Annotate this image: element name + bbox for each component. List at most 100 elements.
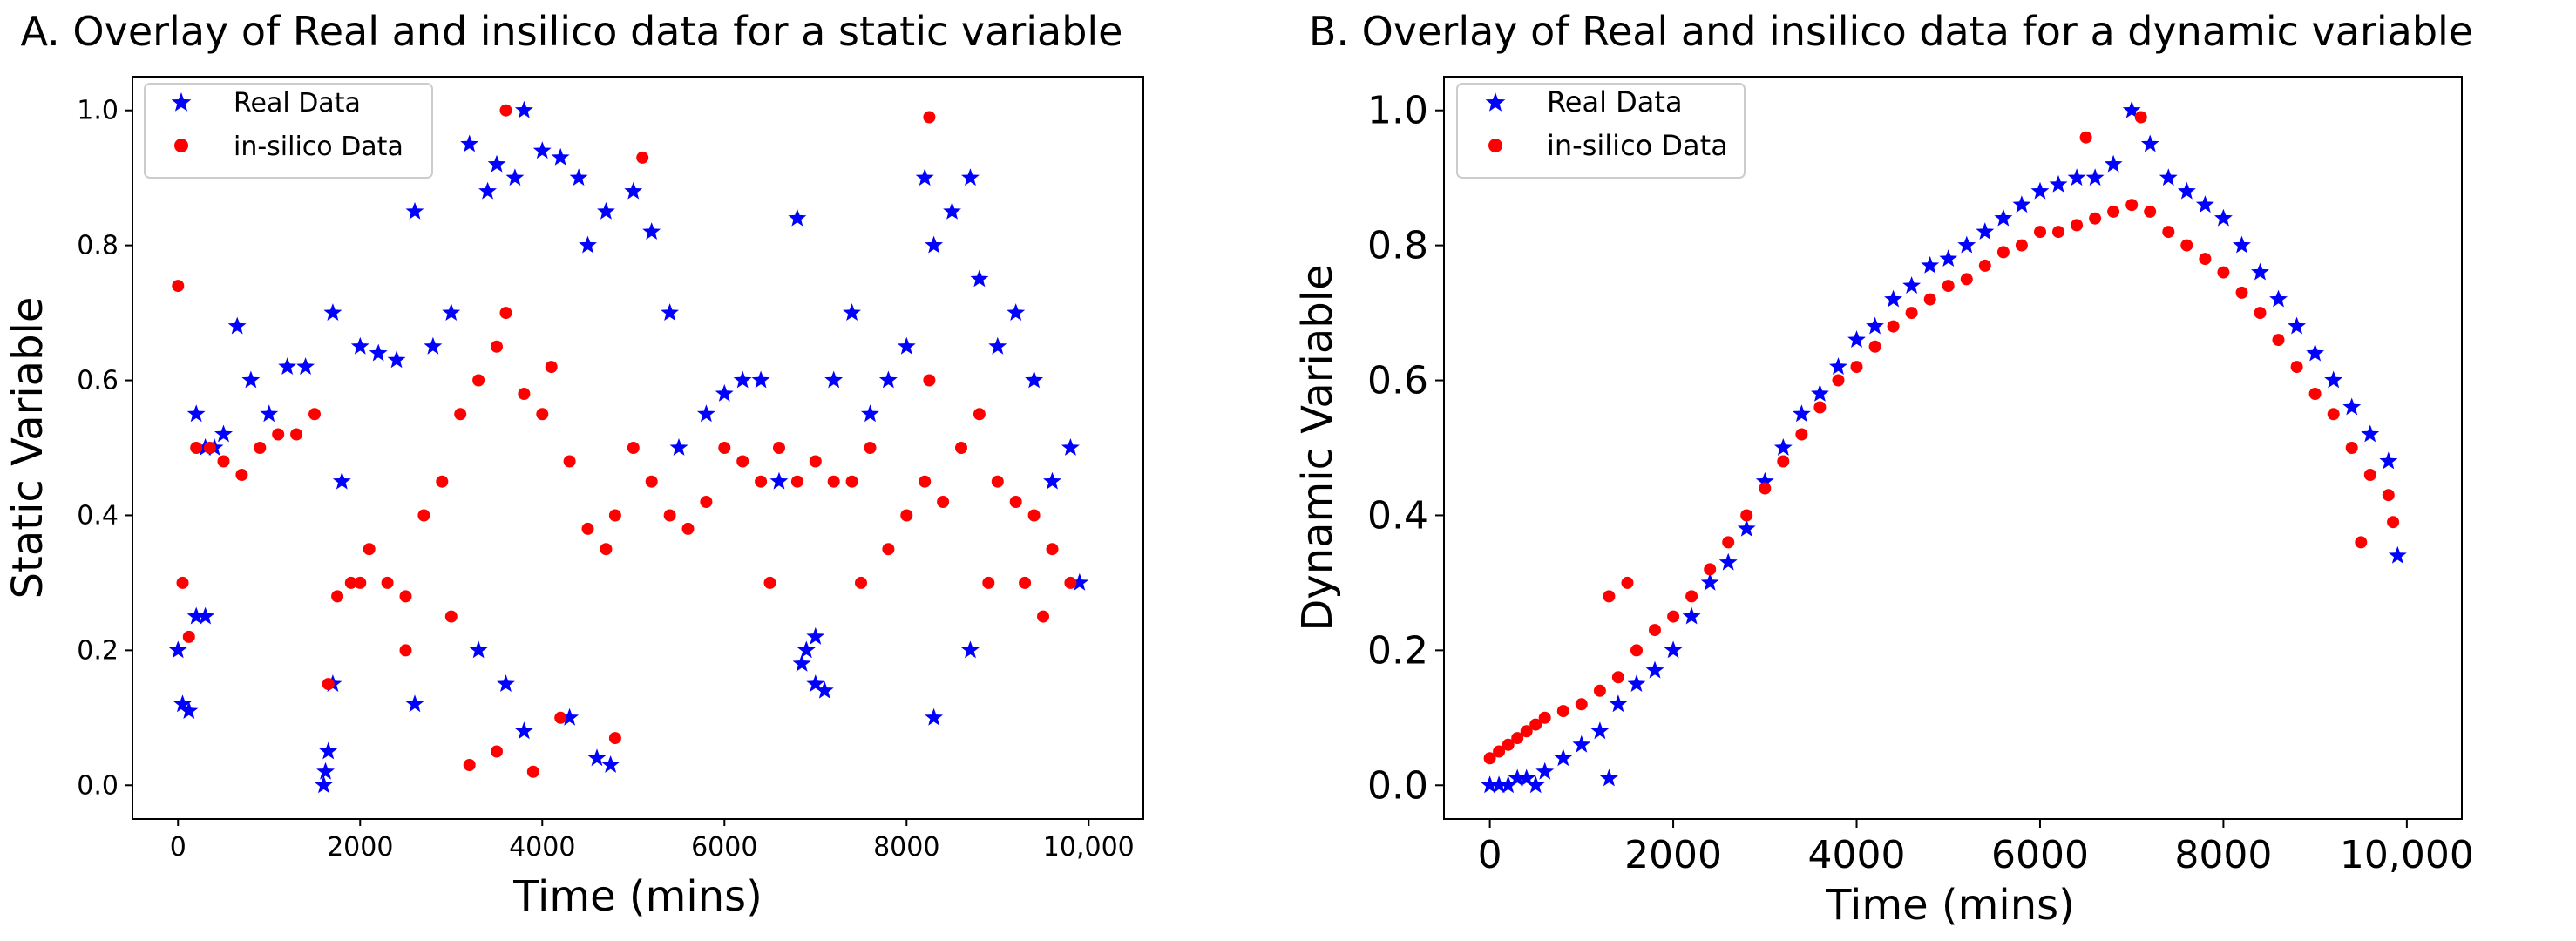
chart-b-real-point — [1921, 255, 1940, 274]
chart-a-real-point — [478, 181, 497, 200]
chart-a-real-point — [1070, 572, 1089, 591]
chart-a-insilico-point — [845, 475, 858, 488]
chart-a-insilico-point — [563, 455, 576, 468]
chart-a-real-point — [168, 640, 187, 659]
chart-a-insilico-point — [272, 428, 285, 441]
chart-a-insilico-point — [900, 509, 913, 522]
chart-a-real-point — [560, 707, 580, 726]
chart-a-insilico-point — [645, 475, 658, 488]
chart-b-real-point — [1526, 775, 1545, 794]
chart-a-insilico-point — [399, 644, 412, 657]
chart-a-insilico-point — [937, 496, 950, 508]
chart-a-real-point — [260, 404, 279, 423]
chart-b-real-point — [1700, 572, 1719, 591]
chart-a-insilico-point — [627, 442, 640, 454]
chart-a-real-point — [532, 141, 552, 159]
chart-a-insilico-point — [636, 151, 649, 164]
chart-b-real-point — [1884, 289, 1903, 308]
chart-a-real-point — [316, 762, 335, 780]
chart-b-legend-insilico-label: in-silico Data — [1547, 129, 1728, 162]
chart-a-insilico-point — [217, 455, 230, 468]
chart-a-real-point — [505, 168, 525, 186]
chart-a-insilico-point — [663, 509, 676, 522]
chart-a-real-point — [186, 606, 206, 625]
chart-a-real-point — [1025, 370, 1044, 389]
chart-b-insilico-point — [2134, 111, 2147, 124]
chart-a-insilico-point — [363, 543, 376, 556]
chart-a-real-point — [597, 201, 615, 220]
chart-b-real-point — [1939, 249, 1958, 267]
chart-a-real-point — [214, 424, 233, 443]
chart-b-insilico-point — [2382, 489, 2395, 502]
chart-a-insilico-point — [491, 340, 503, 353]
chart-a-real-point — [824, 370, 844, 389]
chart-b-insilico-point — [2272, 334, 2285, 347]
chart-b-real-point — [1499, 775, 1518, 794]
chart-a-real-point — [180, 701, 199, 719]
chart-b-insilico-point — [2345, 442, 2358, 454]
chart-b-y-axis-label: Dynamic Variable — [1293, 264, 1342, 631]
chart-b-insilico-point — [1813, 401, 1827, 414]
chart-b-x-tick-label: 10,000 — [2340, 833, 2474, 877]
chart-a-title: A. Overlay of Real and insilico data for… — [21, 8, 1123, 55]
chart-a-insilico-point — [322, 678, 335, 691]
chart-b-y-tick-label: 0.6 — [1367, 359, 1428, 403]
chart-a-x-tick-label: 0 — [170, 832, 186, 863]
chart-a-insilico-point — [608, 509, 621, 522]
chart-b-real-point — [2342, 397, 2362, 416]
chart-a-insilico-point — [1019, 576, 1032, 589]
chart-b-insilico-point — [1795, 428, 1808, 441]
chart-a-real-point — [669, 438, 688, 456]
chart-b-real-point — [2049, 174, 2068, 193]
chart-a-real-point — [405, 694, 424, 713]
chart-a-legend-box — [144, 83, 433, 179]
chart-a-insilico-point — [354, 576, 367, 589]
chart-a-y-tick-label: 0.8 — [77, 231, 119, 261]
chart-b-real-point — [1590, 721, 1610, 740]
chart-a-y-tick-label: 0.0 — [77, 770, 119, 801]
chart-a-insilico-point — [499, 104, 512, 117]
chart-a-insilico-point — [518, 388, 531, 400]
chart-a-insilico-point — [203, 442, 216, 454]
chart-b-real-point — [1847, 330, 1866, 348]
chart-b-real-point — [1866, 316, 1884, 335]
chart-a-insilico-point — [472, 374, 485, 387]
chart-a-x-tick-label: 6000 — [691, 832, 757, 863]
chart-b-real-point — [1645, 660, 1664, 679]
chart-b-real-point — [2388, 545, 2407, 564]
chart-a-x-axis-label: Time (mins) — [512, 872, 763, 921]
chart-b-real-point — [2104, 154, 2123, 173]
chart-b-insilico-point — [1832, 374, 1845, 387]
chart-a-real-point — [897, 336, 916, 355]
chart-b-insilico-point — [1887, 320, 1900, 333]
chart-b-insilico-point — [2199, 253, 2212, 266]
chart-a-real-point — [296, 357, 315, 375]
chart-b-insilico-point — [1529, 718, 1542, 731]
chart-a-y-tick-label: 0.6 — [77, 366, 119, 396]
chart-b-insilico-point — [1905, 307, 1918, 320]
chart-a-insilico-point — [381, 576, 394, 589]
chart-b-real-point — [2012, 195, 2031, 213]
chart-a-insilico-point — [982, 576, 995, 589]
chart-b-real-point — [2269, 289, 2288, 308]
chart-b-y-tick-label: 0.4 — [1367, 493, 1428, 538]
chart-a-insilico-point — [1037, 610, 1049, 623]
chart-b-insilico-point — [1942, 280, 1955, 293]
chart-a-real-point — [751, 370, 770, 389]
chart-a-real-point — [487, 154, 506, 173]
chart-a-real-point — [861, 404, 879, 423]
chart-b-insilico-point — [2089, 212, 2102, 225]
chart-a-real-point — [186, 404, 206, 423]
chart-a-insilico-point — [182, 630, 195, 643]
chart-b-x-tick-label: 0 — [1478, 833, 1502, 877]
chart-a-real-point — [642, 222, 661, 240]
chart-b-insilico-point — [1511, 732, 1524, 745]
chart-a-real-point — [514, 721, 533, 740]
chart-b-real-point — [1994, 208, 2013, 227]
chart-b-insilico-point — [1621, 576, 1634, 589]
chart-a-insilico-point — [554, 711, 567, 724]
chart-b-real-point — [2233, 235, 2251, 254]
chart-b-x-tick-label: 6000 — [1991, 833, 2089, 877]
chart-b-real-point — [2361, 424, 2380, 443]
chart-b-insilico-point — [1868, 340, 1881, 353]
